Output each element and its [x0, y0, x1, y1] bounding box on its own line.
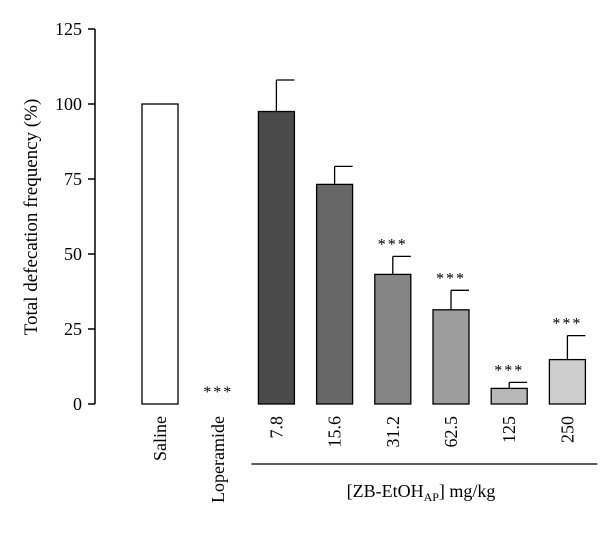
bar [257, 110, 296, 405]
dose-group-label: [ZB-EtOHAP] mg/kg [347, 481, 496, 504]
x-tick-label: 250 [557, 416, 577, 443]
y-tick-label: 50 [64, 244, 82, 264]
x-tick-label: 7.8 [266, 416, 286, 439]
significance-marker: *** [378, 236, 408, 253]
significance-marker: *** [436, 270, 466, 287]
bar [432, 309, 470, 405]
x-tick-label: 125 [499, 416, 519, 443]
x-tick-label: 62.5 [441, 416, 461, 448]
y-tick-label: 25 [64, 319, 82, 339]
bar [141, 103, 179, 405]
significance-marker: *** [552, 316, 582, 333]
y-tick-label: 75 [64, 169, 82, 189]
bar [490, 387, 528, 405]
significance-marker: *** [494, 362, 524, 379]
labels-group: Saline *** Loperamide 7.8 15.6 *** 31.2 *** 62.5… [150, 236, 582, 503]
group-label-prefix: [ZB-EtOH [347, 481, 424, 501]
bar [548, 358, 587, 405]
significance-marker: *** [203, 384, 233, 401]
y-axis-title: Total defecation frequency (%) [21, 99, 42, 336]
y-tick-label: 0 [73, 394, 82, 414]
bars-group [141, 79, 587, 405]
y-tick-label: 100 [55, 94, 82, 114]
x-tick-label: Loperamide [208, 416, 228, 503]
bar [374, 273, 412, 405]
axes: 0 25 50 75 100 125 [55, 19, 598, 465]
x-tick-label: 15.6 [325, 416, 345, 448]
group-label-suffix: ] mg/kg [439, 481, 496, 501]
bar [315, 183, 354, 405]
x-tick-label: Saline [150, 416, 170, 461]
group-label-subscript: AP [424, 490, 440, 504]
y-tick-label: 125 [55, 19, 82, 39]
x-tick-label: 31.2 [383, 416, 403, 448]
